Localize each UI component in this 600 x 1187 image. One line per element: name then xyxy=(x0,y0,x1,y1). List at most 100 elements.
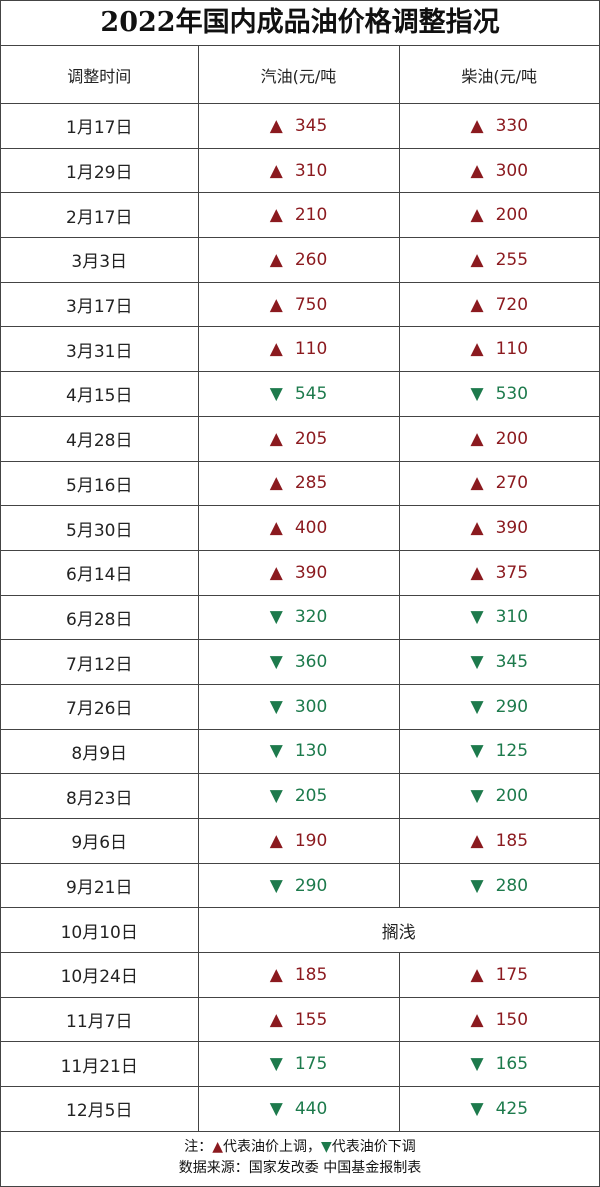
date-cell: 7月26日 xyxy=(1,683,199,730)
date-cell: 6月28日 xyxy=(1,594,199,641)
date-cell: 10月24日 xyxy=(1,952,199,998)
row: 1月17日 ▲ 345 ▲ 330 xyxy=(1,103,599,149)
arrow: ▼ xyxy=(269,786,283,807)
diesel-cell: ▼ 345 xyxy=(398,639,599,685)
diesel-cell: ▲ 390 xyxy=(398,505,599,551)
date-cell: 3月17日 xyxy=(1,281,199,328)
arrow: ▼ xyxy=(470,1054,484,1075)
gasoline-cell: ▲ 345 xyxy=(197,103,400,149)
note-part: 代表油价上调， xyxy=(223,1138,321,1155)
arrow: ▲ xyxy=(269,830,283,851)
price-change: 425 xyxy=(495,1098,529,1119)
row: 9月6日 ▲ 190 ▲ 185 xyxy=(1,818,599,864)
price-change: 345 xyxy=(294,115,328,136)
price-change: 750 xyxy=(294,294,328,315)
gasoline-cell: ▲ 390 xyxy=(197,549,400,596)
arrow: ▲ xyxy=(470,830,484,851)
date-cell: 11月7日 xyxy=(1,996,199,1043)
header-cell: 柴油(元/吨 xyxy=(398,46,599,104)
date-cell: 11月21日 xyxy=(1,1041,199,1088)
price-table: 调整时间 汽油(元/吨 柴油(元/吨 1月17日 ▲ 345 ▲ 330 1月29日 ▲ 310 ▲ 3… xyxy=(1,46,599,1132)
gasoline-cell: ▲ 750 xyxy=(197,281,400,328)
diesel-cell: ▲ 175 xyxy=(398,952,599,998)
date-cell: 3月3日 xyxy=(1,237,199,283)
arrow: ▼ xyxy=(269,1098,283,1119)
date-cell: 5月30日 xyxy=(1,505,199,551)
gasoline-cell: ▲ 110 xyxy=(197,326,400,373)
price-change: 200 xyxy=(495,428,529,449)
price-change: 205 xyxy=(294,786,328,807)
gasoline-cell: ▼ 360 xyxy=(197,639,400,685)
row: 1月29日 ▲ 310 ▲ 300 xyxy=(1,147,599,194)
date-cell: 1月29日 xyxy=(1,147,199,194)
arrow: ▲ xyxy=(269,428,283,449)
diesel-cell: ▲ 300 xyxy=(398,147,599,194)
price-change: 310 xyxy=(495,607,529,628)
gasoline-cell: ▲ 205 xyxy=(197,415,400,462)
price-change: 285 xyxy=(294,473,328,494)
arrow: ▼ xyxy=(269,696,283,717)
price-change: 255 xyxy=(495,249,529,270)
price-change: 345 xyxy=(495,652,529,673)
diesel-cell: ▲ 270 xyxy=(398,460,599,507)
arrow: ▼ xyxy=(470,1098,484,1119)
arrow: ▲ xyxy=(470,294,484,315)
note-part: ▼ xyxy=(321,1138,332,1155)
row: 7月26日 ▼ 300 ▼ 290 xyxy=(1,683,599,730)
row: 7月12日 ▼ 360 ▼ 345 xyxy=(1,639,599,685)
price-change: 165 xyxy=(495,1054,529,1075)
gasoline-cell: ▼ 440 xyxy=(197,1086,400,1132)
date-cell: 9月21日 xyxy=(1,862,199,909)
price-change: 125 xyxy=(495,741,529,762)
row: 8月9日 ▼ 130 ▼ 125 xyxy=(1,728,599,775)
gasoline-cell: ▲ 185 xyxy=(197,952,400,998)
row: 4月28日 ▲ 205 ▲ 200 xyxy=(1,415,599,462)
row: 6月14日 ▲ 390 ▲ 375 xyxy=(1,549,599,596)
diesel-cell: ▲ 150 xyxy=(398,996,599,1043)
date-cell: 7月12日 xyxy=(1,639,199,685)
gasoline-cell: ▼ 545 xyxy=(197,371,400,417)
diesel-cell: ▲ 330 xyxy=(398,103,599,149)
diesel-cell: ▲ 200 xyxy=(398,415,599,462)
arrow: ▲ xyxy=(269,160,283,181)
gasoline-cell: ▼ 205 xyxy=(197,773,400,819)
gasoline-cell: ▼ 320 xyxy=(197,594,400,641)
row: 3月31日 ▲ 110 ▲ 110 xyxy=(1,326,599,373)
price-change: 320 xyxy=(294,607,328,628)
row: 3月3日 ▲ 260 ▲ 255 xyxy=(1,237,599,283)
arrow: ▼ xyxy=(269,1054,283,1075)
date-cell: 4月15日 xyxy=(1,371,199,417)
arrow: ▼ xyxy=(269,383,283,404)
price-change: 260 xyxy=(294,249,328,270)
arrow: ▲ xyxy=(269,1009,283,1030)
diesel-cell: ▼ 530 xyxy=(398,371,599,417)
gasoline-cell: ▲ 400 xyxy=(197,505,400,551)
diesel-cell: ▲ 720 xyxy=(398,281,599,328)
gasoline-cell: ▼ 130 xyxy=(197,728,400,775)
gasoline-cell: ▼ 175 xyxy=(197,1041,400,1088)
row: 4月15日 ▼ 545 ▼ 530 xyxy=(1,371,599,417)
gasoline-cell: ▼ 290 xyxy=(197,862,400,909)
price-change: 110 xyxy=(495,339,529,360)
footer: 注：▲代表油价上调，▼代表油价下调 数据来源：国家发改委 中国基金报制表 xyxy=(1,1132,599,1186)
arrow: ▲ xyxy=(269,205,283,226)
diesel-cell: ▲ 255 xyxy=(398,237,599,283)
price-change: 530 xyxy=(495,383,529,404)
price-change: 175 xyxy=(294,1054,328,1075)
row: 11月21日 ▼ 175 ▼ 165 xyxy=(1,1041,599,1088)
arrow: ▲ xyxy=(470,339,484,360)
arrow: ▲ xyxy=(269,964,283,985)
price-change: 330 xyxy=(495,115,529,136)
price-change: 270 xyxy=(495,473,529,494)
arrow: ▲ xyxy=(470,473,484,494)
diesel-cell: ▼ 425 xyxy=(398,1086,599,1132)
date-cell: 10月10日 xyxy=(1,907,199,954)
arrow: ▲ xyxy=(269,518,283,539)
arrow: ▲ xyxy=(470,428,484,449)
price-change: 400 xyxy=(294,518,328,539)
price-change: 155 xyxy=(294,1009,328,1030)
price-change: 545 xyxy=(294,383,328,404)
row: 10月24日 ▲ 185 ▲ 175 xyxy=(1,952,599,998)
gasoline-cell: ▲ 285 xyxy=(197,460,400,507)
row: 6月28日 ▼ 320 ▼ 310 xyxy=(1,594,599,641)
